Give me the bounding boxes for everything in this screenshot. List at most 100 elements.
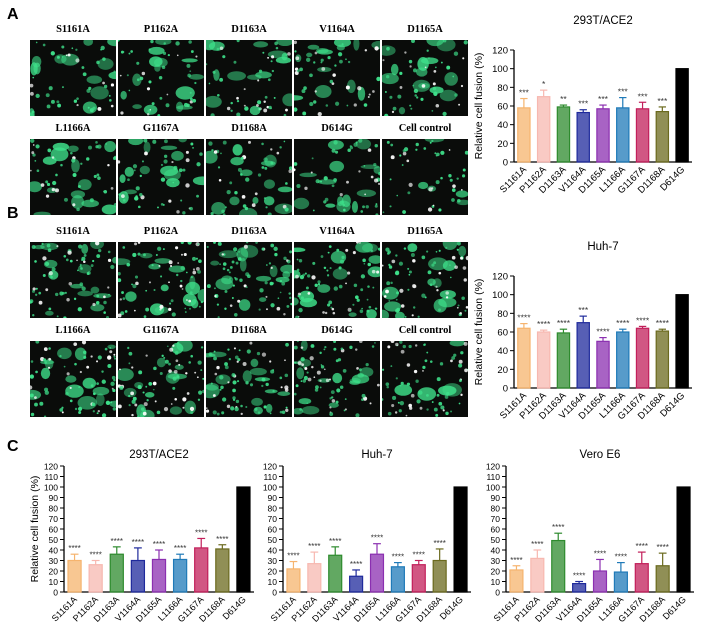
bar-v1164a [572, 583, 587, 593]
bar-g1167a [635, 108, 650, 163]
micrograph-image [294, 139, 380, 215]
micrograph-label: D1163A [231, 24, 267, 35]
y-tick-label: 40 [268, 546, 278, 556]
significance-label: **** [552, 523, 564, 532]
y-tick-label: 90 [49, 493, 59, 503]
micrograph-image [206, 242, 292, 318]
bar-d614g [676, 486, 691, 593]
bar-d1163a [556, 332, 571, 389]
micrograph-label: D1163A [231, 226, 267, 237]
y-tick-label: 0 [272, 588, 277, 598]
bar-p1162a [536, 331, 551, 389]
y-tick-label: 60 [491, 525, 501, 535]
micrograph-label: D1168A [231, 123, 267, 134]
y-tick-label: 80 [491, 504, 501, 514]
micrograph-label: L1166A [55, 123, 91, 134]
micrograph-label: V1164A [319, 226, 355, 237]
bar-l1166a [613, 571, 628, 593]
micrograph-image [206, 139, 292, 215]
y-tick-label: 0 [503, 158, 508, 169]
significance-label: **** [216, 535, 228, 544]
y-tick-label: 50 [268, 535, 278, 545]
y-tick-label: 70 [491, 514, 501, 524]
significance-label: *** [638, 91, 649, 101]
bar-d1163a [109, 553, 124, 593]
y-tick-label: 40 [497, 120, 508, 131]
significance-label: *** [578, 305, 589, 315]
x-tick-label: D614G [661, 594, 688, 621]
y-tick-label: 60 [497, 328, 508, 339]
significance-label: **** [153, 540, 165, 549]
significance-label: **** [636, 542, 648, 551]
significance-label: **** [195, 528, 207, 537]
bar-l1166a [616, 331, 630, 389]
bar-p1162a [530, 557, 545, 593]
y-tick-label: 10 [49, 577, 59, 587]
y-tick-label: 0 [503, 384, 508, 395]
significance-label: **** [615, 553, 627, 562]
significance-label: **** [596, 327, 610, 337]
y-axis-label: Relative cell fusion (%) [473, 279, 485, 386]
micrograph-image [382, 242, 468, 318]
y-tick-label: 80 [268, 504, 278, 514]
micrograph-image [382, 139, 468, 215]
bar-d1165a [151, 558, 167, 593]
y-tick-label: 40 [497, 346, 508, 357]
significance-label: ** [560, 94, 567, 104]
micrograph-image [118, 341, 204, 417]
y-tick-label: 10 [268, 577, 278, 587]
bar-v1164a [349, 575, 364, 593]
significance-label: *** [618, 87, 629, 97]
bar-d1168a [432, 559, 447, 593]
significance-label: **** [594, 549, 606, 558]
significance-label: **** [68, 544, 80, 553]
significance-label: **** [557, 318, 571, 328]
bar-d1163a [551, 539, 566, 593]
significance-label: **** [392, 553, 404, 562]
micrograph-image [294, 40, 380, 116]
y-tick-label: 70 [49, 514, 59, 524]
y-tick-label: 0 [495, 588, 500, 598]
significance-label: **** [308, 542, 320, 551]
bar-d1165a [596, 340, 610, 389]
bar-s1161a [517, 327, 531, 389]
bar-d1165a [369, 553, 385, 593]
y-tick-label: 60 [49, 525, 59, 535]
y-tick-label: 40 [491, 546, 501, 556]
significance-label: **** [287, 552, 299, 561]
micrograph-image [382, 341, 468, 417]
y-tick-label: 60 [497, 102, 508, 113]
micrograph-label: P1162A [143, 24, 179, 35]
y-tick-label: 20 [49, 567, 59, 577]
bar-d1168a [655, 110, 670, 163]
y-tick-label: 80 [497, 83, 508, 94]
y-tick-label: 120 [492, 272, 508, 283]
bar-g1167a [635, 327, 650, 389]
bar-p1162a [536, 96, 551, 163]
micrograph-image [30, 139, 116, 215]
bar-d614g [236, 486, 251, 593]
y-tick-label: 10 [491, 577, 501, 587]
x-tick-label: D614G [221, 594, 248, 621]
micrograph-image [118, 40, 204, 116]
bar-v1164a [576, 111, 590, 163]
bar-d1163a [328, 554, 343, 593]
bar-l1166a [172, 558, 188, 593]
y-tick-label: 120 [263, 462, 277, 472]
y-tick-label: 90 [268, 493, 278, 503]
bar-d1163a [556, 106, 571, 163]
significance-label: **** [329, 537, 341, 546]
bar-g1167a [411, 564, 426, 593]
bar-s1161a [517, 107, 531, 163]
y-tick-label: 30 [49, 556, 59, 566]
panel-letter-a: A [7, 6, 19, 23]
bar-d1168a [215, 548, 230, 593]
y-tick-label: 120 [44, 462, 58, 472]
significance-label: **** [132, 538, 144, 547]
significance-label: **** [413, 551, 425, 560]
y-tick-label: 50 [491, 535, 501, 545]
y-axis-label: Relative cell fusion (%) [473, 53, 485, 160]
y-tick-label: 100 [492, 64, 508, 75]
y-tick-label: 100 [492, 290, 508, 301]
panel-letter-b: B [7, 205, 19, 222]
